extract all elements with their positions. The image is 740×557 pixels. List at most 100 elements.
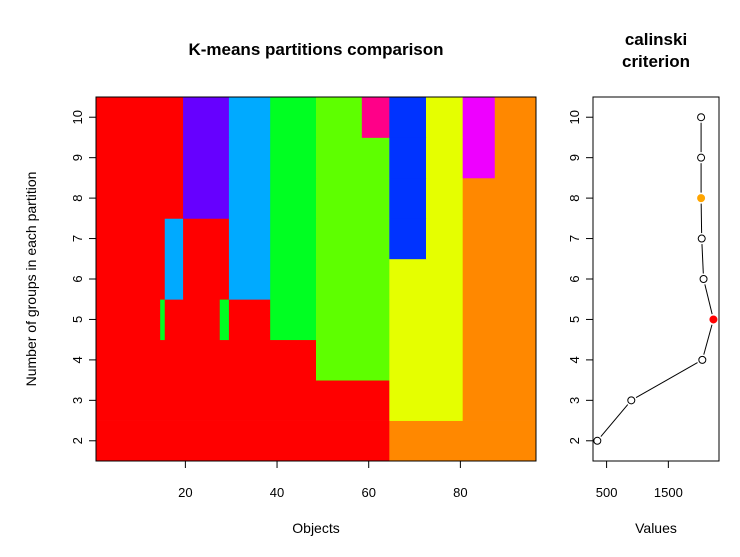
calinski-x-axis-label: Values (635, 520, 677, 536)
calinski-point-9 (697, 153, 706, 162)
calinski-y-tick-label-3: 3 (567, 397, 582, 404)
calinski-segment-2-3 (600, 404, 629, 437)
heatmap-cell-k8-39-48 (270, 177, 317, 219)
heatmap-cell-k6-65-80 (389, 258, 464, 300)
heatmap-y-axis: 2 3 4 5 6 7 8 9 10 (70, 110, 96, 444)
heatmap-cell-k7-39-48 (270, 218, 317, 260)
calinski-panel: calinski criterion 2 3 4 5 6 7 8 9 10 500 1500 Va… (567, 30, 720, 536)
heatmap-cell-k8-73-80 (426, 177, 464, 219)
heatmap-cell-k10-73-80 (426, 97, 464, 138)
heatmap-cell-k2-65-96 (389, 420, 537, 462)
heatmap-x-axis: 20 40 60 80 (178, 461, 468, 500)
heatmap-y-axis-label: Number of groups in each partition (23, 172, 39, 387)
heatmap-panel: K-means partitions comparison 2 3 4 5 6 7 8 9 10… (23, 40, 537, 536)
calinski-title-line-1: calinski (625, 30, 687, 49)
heatmap-cell-k3-65-80 (389, 380, 464, 421)
calinski-y-axis: 2 3 4 5 6 7 8 9 10 (567, 110, 593, 444)
heatmap-y-tick-label-4: 4 (70, 356, 85, 363)
calinski-y-tick-label-5: 5 (567, 316, 582, 323)
heatmap-cell-k6-20-29 (183, 258, 230, 300)
calinski-y-tick-label-8: 8 (567, 194, 582, 201)
heatmap-cell-k10-65-72 (389, 97, 427, 138)
calinski-point-4 (698, 355, 707, 364)
heatmap-cells (96, 97, 537, 462)
heatmap-cell-k9-39-48 (270, 137, 317, 179)
heatmap-cell-k9-73-80 (426, 137, 464, 179)
heatmap-cell-k5-49-64 (316, 299, 390, 341)
heatmap-cell-k10-88-96 (494, 97, 537, 138)
calinski-point-7 (697, 234, 706, 243)
heatmap-y-tick-label-8: 8 (70, 194, 85, 201)
heatmap-cell-k4-49-64 (316, 339, 390, 381)
calinski-x-axis: 500 1500 (596, 461, 683, 500)
calinski-y-tick-label-2: 2 (567, 437, 582, 444)
heatmap-cell-k6-81-96 (462, 258, 537, 300)
heatmap-x-tick-label-40: 40 (270, 485, 284, 500)
heatmap-cell-k5-15-15 (160, 299, 166, 341)
calinski-point-6 (699, 275, 708, 283)
heatmap-cell-k6-39-48 (270, 258, 317, 300)
heatmap-cell-k6-1-15 (96, 258, 166, 300)
heatmap-cell-k4-81-96 (462, 339, 537, 381)
calinski-segment-4-5 (703, 324, 713, 355)
heatmap-cell-k5-28-29 (219, 299, 230, 341)
calinski-y-tick-label-4: 4 (567, 356, 582, 363)
heatmap-cell-k7-20-29 (183, 218, 230, 260)
calinski-y-tick-label-9: 9 (567, 154, 582, 161)
heatmap-y-tick-label-5: 5 (70, 316, 85, 323)
heatmap-y-tick-label-9: 9 (70, 154, 85, 161)
heatmap-cell-k7-30-38 (228, 218, 271, 260)
heatmap-y-tick-label-7: 7 (70, 235, 85, 242)
calinski-segment-3-4 (635, 362, 698, 399)
calinski-x-tick-label-500: 500 (596, 485, 618, 500)
heatmap-cell-k10-1-19 (96, 97, 184, 138)
calinski-point-3 (627, 396, 636, 405)
heatmap-title: K-means partitions comparison (188, 40, 443, 59)
heatmap-cell-k10-81-87 (462, 97, 496, 138)
heatmap-cell-k10-39-48 (270, 97, 317, 138)
heatmap-cell-k10-59-64 (361, 97, 390, 138)
heatmap-cell-k5-39-48 (270, 299, 317, 341)
heatmap-cell-k9-49-64 (316, 137, 390, 179)
heatmap-cell-k5-65-80 (389, 299, 464, 341)
heatmap-cell-k8-30-38 (228, 177, 271, 219)
heatmap-cell-k2-1-64 (96, 420, 390, 462)
calinski-point-2 (593, 436, 602, 445)
heatmap-y-tick-label-2: 2 (70, 437, 85, 444)
heatmap-x-axis-label: Objects (292, 520, 339, 536)
heatmap-cell-k9-1-19 (96, 137, 184, 179)
heatmap-cell-k9-65-72 (389, 137, 427, 179)
heatmap-cell-k4-1-48 (96, 339, 317, 381)
heatmap-cell-k9-81-87 (462, 137, 496, 179)
heatmap-cell-k5-81-96 (462, 299, 537, 341)
heatmap-x-tick-label-20: 20 (178, 485, 192, 500)
calinski-y-tick-label-10: 10 (567, 110, 582, 124)
heatmap-y-tick-label-6: 6 (70, 275, 85, 282)
heatmap-cell-k7-1-15 (96, 218, 166, 260)
heatmap-cell-k10-30-38 (228, 97, 271, 138)
heatmap-y-tick-label-10: 10 (70, 110, 85, 124)
heatmap-cell-k5-16-27 (164, 299, 221, 341)
heatmap-cell-k8-65-72 (389, 177, 427, 219)
heatmap-cell-k7-73-80 (426, 218, 464, 260)
heatmap-cell-k5-30-38 (228, 299, 271, 341)
heatmap-cell-k10-49-58 (316, 97, 363, 138)
heatmap-cell-k8-1-19 (96, 177, 184, 219)
heatmap-x-tick-label-60: 60 (361, 485, 375, 500)
heatmap-cell-k8-20-29 (183, 177, 230, 219)
calinski-series (593, 113, 718, 445)
heatmap-y-tick-label-3: 3 (70, 397, 85, 404)
calinski-x-tick-label-1500: 1500 (654, 485, 683, 500)
calinski-segment-6-7 (701, 244, 704, 274)
calinski-point-10 (697, 113, 706, 122)
heatmap-cell-k9-88-96 (494, 137, 537, 179)
heatmap-cell-k10-20-29 (183, 97, 230, 138)
heatmap-cell-k6-30-38 (228, 258, 271, 300)
calinski-y-tick-label-6: 6 (567, 275, 582, 282)
heatmap-cell-k8-49-64 (316, 177, 390, 219)
heatmap-x-tick-label-80: 80 (453, 485, 467, 500)
heatmap-cell-k7-49-64 (316, 218, 390, 260)
calinski-y-tick-label-7: 7 (567, 235, 582, 242)
heatmap-cell-k3-1-64 (96, 380, 390, 421)
